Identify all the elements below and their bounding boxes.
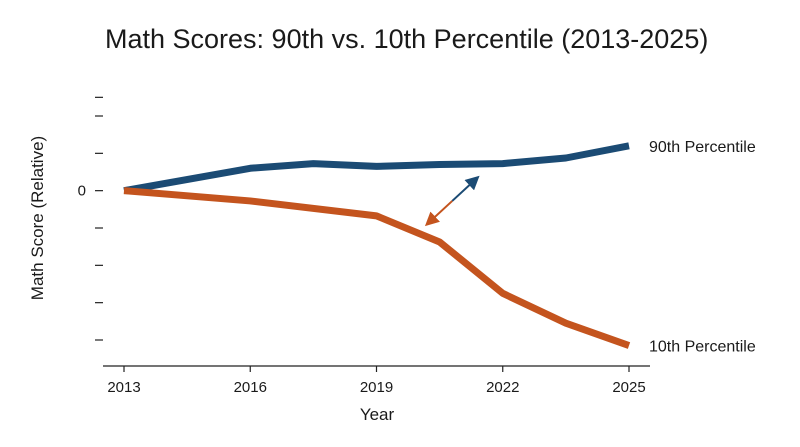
x-tick-label: 2013 [107, 379, 140, 396]
x-axis-ticks: 2013 2016 2019 2022 2025 [107, 366, 646, 396]
x-tick-label: 2025 [612, 379, 645, 396]
y-tick-label: 0 [78, 183, 86, 200]
y-axis-ticks: 0 [78, 96, 103, 341]
series-label: 90th Percentile [649, 139, 756, 156]
series-label: 10th Percentile [649, 339, 756, 356]
series-labels: 90th Percentile 10th Percentile [649, 139, 756, 356]
x-tick-label: 2016 [234, 379, 267, 396]
gap-arrow-lower [424, 200, 453, 227]
x-tick-label: 2019 [360, 379, 393, 396]
y-axis-title: Math Score (Relative) [28, 136, 47, 300]
x-tick-label: 2022 [486, 379, 519, 396]
series-line-90th-percentile [123, 142, 630, 195]
chart-title: Math Scores: 90th vs. 10th Percentile (2… [105, 24, 709, 54]
annotation-layer [424, 175, 480, 227]
gap-arrow-upper [451, 175, 480, 202]
series-layer [123, 142, 631, 349]
series-line-10th-percentile [123, 187, 631, 349]
x-axis-title: Year [360, 405, 395, 424]
